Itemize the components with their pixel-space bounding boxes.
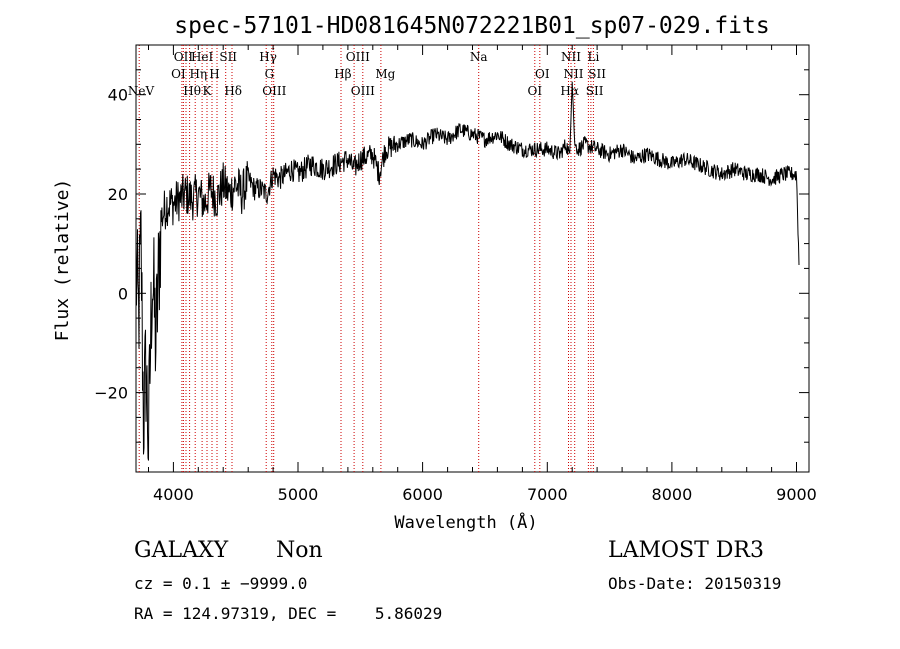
line-label-1: OII	[174, 50, 194, 64]
line-label-12: G	[265, 67, 275, 81]
object-class: GALAXY	[134, 538, 229, 563]
line-label-2: HeI	[191, 50, 214, 64]
x-tick-label-1: 5000	[278, 485, 319, 504]
line-label-16: NII	[564, 67, 584, 81]
line-label-20: Hδ	[224, 84, 242, 98]
x-tick-label-0: 4000	[153, 485, 194, 504]
line-label-14: Mg	[375, 67, 395, 81]
line-label-19: K	[203, 84, 213, 98]
line-label-6: Na	[470, 50, 488, 64]
emission-line-markers	[138, 45, 594, 472]
chart-title: spec-57101-HD081645N072221B01_sp07-029.f…	[174, 13, 769, 39]
redshift-readout: cz = 0.1 ± −9999.0	[134, 574, 308, 593]
line-label-3: SII	[219, 50, 237, 64]
line-label-10: Hη	[189, 67, 207, 81]
y-axis-label: Flux (relative)	[52, 179, 73, 342]
y-tick-label-1: 0	[118, 284, 128, 303]
line-label-17: SII	[588, 67, 606, 81]
x-tick-label-4: 8000	[652, 485, 693, 504]
line-label-18: Hθ	[183, 84, 201, 98]
y-tick-label-2: 20	[108, 185, 128, 204]
spectrum-line	[135, 81, 800, 461]
line-label-4: Hγ	[259, 50, 277, 64]
line-label-8: Li	[587, 50, 599, 64]
line-label-23: OI	[528, 84, 543, 98]
x-tick-label-5: 9000	[776, 485, 817, 504]
line-label-25: SII	[586, 84, 604, 98]
line-label-13: Hβ	[334, 67, 351, 81]
line-label-5: OIII	[346, 50, 370, 64]
x-tick-label-2: 6000	[402, 485, 443, 504]
object-subclass: Non	[276, 538, 323, 563]
y-tick-label-3: 40	[108, 86, 128, 105]
line-label-9: OI	[171, 67, 186, 81]
x-axis-label: Wavelength (Å)	[394, 511, 537, 533]
x-tick-label-3: 7000	[527, 485, 568, 504]
line-label-7: NII	[561, 50, 581, 64]
obs-date: Obs-Date: 20150319	[608, 574, 782, 593]
y-tick-label-0: −20	[94, 384, 128, 403]
x-axis-ticks: 4000 5000 6000 7000 8000 9000	[148, 45, 817, 504]
line-label-21: OIII	[262, 84, 286, 98]
line-label-22: OIII	[351, 84, 375, 98]
y-axis-ticks: −20 0 20 40	[94, 44, 809, 443]
survey-name: LAMOST DR3	[608, 538, 764, 563]
line-label-24: Hα	[560, 84, 579, 98]
line-label-15: OI	[535, 67, 550, 81]
plot-frame	[135, 44, 810, 473]
line-label-0: NeV	[128, 84, 155, 98]
line-label-11: H	[209, 67, 219, 81]
coordinates: RA = 124.97319, DEC = 5.86029	[134, 604, 443, 623]
